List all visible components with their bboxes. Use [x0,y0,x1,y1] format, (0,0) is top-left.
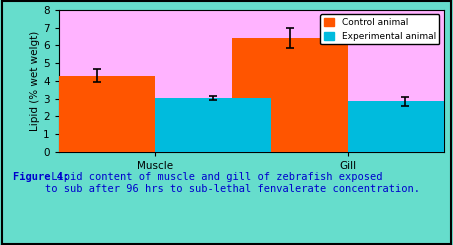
Legend: Control animal, Experimental animal: Control animal, Experimental animal [320,14,439,44]
Bar [232,38,348,152]
Bar [155,98,271,152]
Y-axis label: Lipid (% wet welgt): Lipid (% wet welgt) [30,31,40,131]
Text: Figure 4:: Figure 4: [14,172,70,182]
Bar [39,75,155,152]
Text: Lipid content of muscle and gill of zebrafish exposed
to sub after 96 hrs to sub: Lipid content of muscle and gill of zebr… [45,172,420,194]
Bar [348,101,453,152]
